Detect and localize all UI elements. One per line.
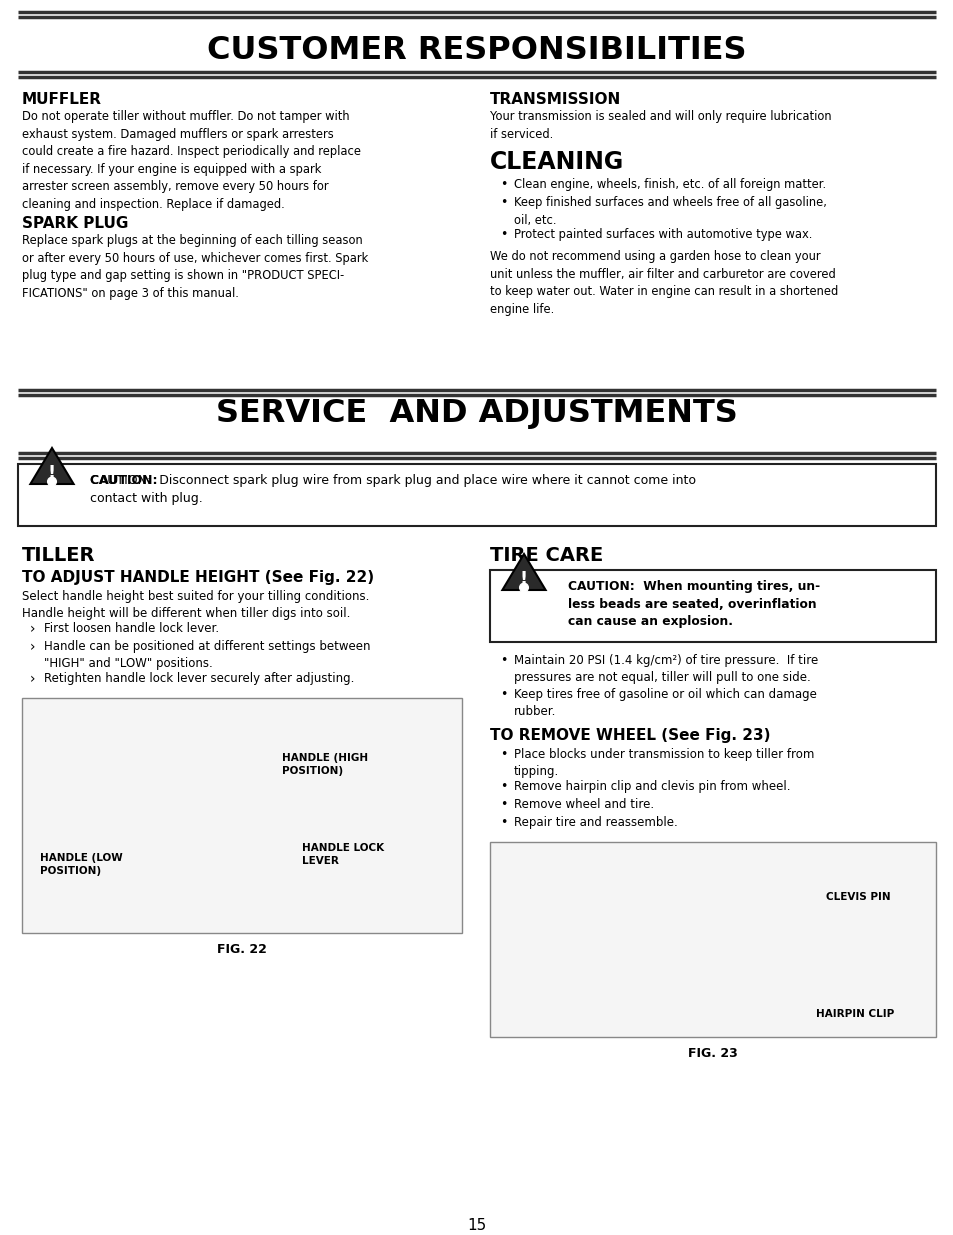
Text: HANDLE (LOW: HANDLE (LOW [40,853,123,863]
Text: ›: › [30,622,35,636]
Text: Handle can be positioned at different settings between
"HIGH" and "LOW" position: Handle can be positioned at different se… [44,640,370,671]
Text: Keep finished surfaces and wheels free of all gasoline,
oil, etc.: Keep finished surfaces and wheels free o… [514,196,826,226]
Text: •: • [499,196,507,209]
Text: TO ADJUST HANDLE HEIGHT (See Fig. 22): TO ADJUST HANDLE HEIGHT (See Fig. 22) [22,571,374,585]
Text: ›: › [30,672,35,685]
Text: •: • [499,816,507,829]
Circle shape [48,477,56,485]
Text: •: • [499,748,507,761]
Text: HANDLE LOCK: HANDLE LOCK [302,844,384,853]
Text: FIG. 22: FIG. 22 [217,944,267,956]
Polygon shape [502,555,545,590]
Text: Replace spark plugs at the beginning of each tilling season
or after every 50 ho: Replace spark plugs at the beginning of … [22,233,368,300]
Polygon shape [30,448,73,484]
Text: CLEANING: CLEANING [490,149,623,174]
Text: SERVICE  AND ADJUSTMENTS: SERVICE AND ADJUSTMENTS [216,398,737,429]
Text: 15: 15 [467,1218,486,1233]
Text: Place blocks under transmission to keep tiller from
tipping.: Place blocks under transmission to keep … [514,748,814,778]
Text: •: • [499,655,507,667]
Text: CAUTION:  Disconnect spark plug wire from spark plug and place wire where it can: CAUTION: Disconnect spark plug wire from… [90,474,696,505]
Text: Remove hairpin clip and clevis pin from wheel.: Remove hairpin clip and clevis pin from … [514,781,790,793]
Text: POSITION): POSITION) [40,866,101,876]
Text: TRANSMISSION: TRANSMISSION [490,91,620,107]
Text: ›: › [30,640,35,655]
Bar [490,842,935,1037]
Text: MUFFLER: MUFFLER [22,91,102,107]
Text: POSITION): POSITION) [282,766,343,776]
Text: TIRE CARE: TIRE CARE [490,546,602,564]
Text: Your transmission is sealed and will only require lubrication
if serviced.: Your transmission is sealed and will onl… [490,110,831,141]
Text: Remove wheel and tire.: Remove wheel and tire. [514,798,654,811]
Text: CLEVIS PIN: CLEVIS PIN [825,892,890,902]
Text: CAUTION:  When mounting tires, un-
less beads are seated, overinflation
can caus: CAUTION: When mounting tires, un- less b… [567,580,820,629]
Text: We do not recommend using a garden hose to clean your
unit unless the muffler, a: We do not recommend using a garden hose … [490,249,838,315]
Text: HANDLE (HIGH: HANDLE (HIGH [282,753,368,763]
Text: Repair tire and reassemble.: Repair tire and reassemble. [514,816,677,829]
Text: Maintain 20 PSI (1.4 kg/cm²) of tire pressure.  If tire
pressures are not equal,: Maintain 20 PSI (1.4 kg/cm²) of tire pre… [514,655,818,684]
Text: Protect painted surfaces with automotive type wax.: Protect painted surfaces with automotive… [514,228,812,241]
Circle shape [519,583,528,592]
Text: •: • [499,688,507,701]
Text: •: • [499,178,507,191]
Text: !: ! [519,571,528,588]
Text: Retighten handle lock lever securely after adjusting.: Retighten handle lock lever securely aft… [44,672,354,685]
Text: CUSTOMER RESPONSIBILITIES: CUSTOMER RESPONSIBILITIES [207,35,746,65]
Bar [22,698,461,932]
Text: FIG. 23: FIG. 23 [687,1047,737,1060]
Text: Clean engine, wheels, finish, etc. of all foreign matter.: Clean engine, wheels, finish, etc. of al… [514,178,825,191]
Text: First loosen handle lock lever.: First loosen handle lock lever. [44,622,219,635]
Text: LEVER: LEVER [302,856,338,866]
Text: Keep tires free of gasoline or oil which can damage
rubber.: Keep tires free of gasoline or oil which… [514,688,816,718]
Text: CAUTION:: CAUTION: [90,474,162,487]
Text: HAIRPIN CLIP: HAIRPIN CLIP [815,1009,893,1019]
Text: •: • [499,798,507,811]
Bar [490,571,935,642]
Text: SPARK PLUG: SPARK PLUG [22,216,129,231]
Text: •: • [499,781,507,793]
Text: Do not operate tiller without muffler. Do not tamper with
exhaust system. Damage: Do not operate tiller without muffler. D… [22,110,360,210]
Text: Select handle height best suited for your tilling conditions.
Handle height will: Select handle height best suited for you… [22,590,369,620]
Text: !: ! [48,464,56,482]
Text: TO REMOVE WHEEL (See Fig. 23): TO REMOVE WHEEL (See Fig. 23) [490,727,770,743]
Text: TILLER: TILLER [22,546,95,564]
Text: •: • [499,228,507,241]
Bar [18,464,935,526]
